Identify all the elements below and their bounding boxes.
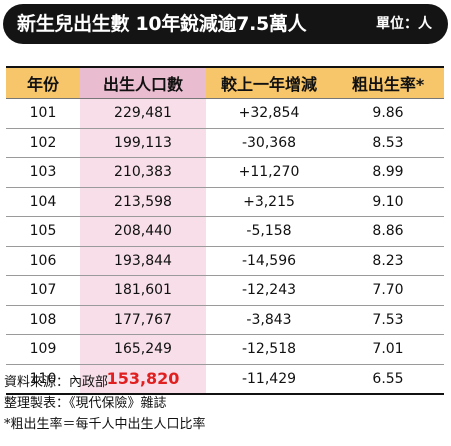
table-row: 104 213,598 +3,215 9.10 (6, 187, 444, 217)
cell-change: -14,596 (206, 246, 332, 276)
cell-year: 108 (6, 305, 80, 335)
column-header-year: 年份 (6, 66, 80, 99)
table-row: 108 177,767 -3,843 7.53 (6, 305, 444, 335)
footnotes: 資料來源：內政部 整理製表：《現代保險》雜誌 *粗出生率＝每千人中出生人口比率 (4, 372, 206, 435)
unit-label: 單位：人 (376, 16, 432, 32)
cell-births: 177,767 (80, 305, 206, 335)
table-row: 103 210,383 +11,270 8.99 (6, 157, 444, 188)
cell-year: 106 (6, 246, 80, 276)
cell-birth-rate: 6.55 (332, 364, 444, 395)
table-row: 101 229,481 +32,854 9.86 (6, 98, 444, 129)
column-header-change: 較上一年增減 (206, 66, 332, 99)
cell-year: 105 (6, 216, 80, 247)
table-row: 105 208,440 -5,158 8.86 (6, 216, 444, 247)
birth-data-table: 年份 出生人口數 較上一年增減 粗出生率* 101 229,481 +32,854 9… (6, 66, 444, 395)
cell-births: 153,820 (80, 364, 206, 395)
cell-birth-rate: 9.86 (332, 98, 444, 129)
cell-change: -5,158 (206, 216, 332, 247)
column-header-birth-rate: 粗出生率* (332, 66, 444, 99)
cell-births: 208,440 (80, 216, 206, 247)
cell-birth-rate: 7.70 (332, 275, 444, 306)
compiler-note: 整理製表：《現代保險》雜誌 (4, 396, 167, 411)
column-header-births: 出生人口數 (80, 66, 206, 99)
cell-birth-rate: 9.10 (332, 187, 444, 217)
cell-change: +3,215 (206, 187, 332, 217)
cell-births: 193,844 (80, 246, 206, 276)
cell-year: 107 (6, 275, 80, 306)
cell-births: 210,383 (80, 157, 206, 188)
table-row: 106 193,844 -14,596 8.23 (6, 246, 444, 276)
title-banner: 新生兒出生數 10年銳減逾7.5萬人 單位：人 (3, 4, 448, 44)
cell-year: 104 (6, 187, 80, 217)
cell-births: 213,598 (80, 187, 206, 217)
cell-birth-rate: 7.53 (332, 305, 444, 335)
cell-birth-rate: 7.01 (332, 334, 444, 365)
cell-births: 165,249 (80, 334, 206, 365)
cell-birth-rate: 8.86 (332, 216, 444, 247)
cell-change: -12,518 (206, 334, 332, 365)
cell-year: 101 (6, 98, 80, 129)
cell-change: -30,368 (206, 128, 332, 158)
table-body: 101 229,481 +32,854 9.86 102 199,113 -30,368 8.… (6, 98, 444, 395)
chart-title: 新生兒出生數 10年銳減逾7.5萬人 (17, 13, 307, 35)
cell-change: +11,270 (206, 157, 332, 188)
cell-birth-rate: 8.99 (332, 157, 444, 188)
cell-year: 110 (6, 364, 80, 395)
table-row: 102 199,113 -30,368 8.53 (6, 128, 444, 158)
cell-births: 199,113 (80, 128, 206, 158)
cell-year: 102 (6, 128, 80, 158)
cell-year: 109 (6, 334, 80, 365)
cell-births: 229,481 (80, 98, 206, 129)
cell-change: -3,843 (206, 305, 332, 335)
birth-rate-definition-note: *粗出生率＝每千人中出生人口比率 (4, 417, 206, 432)
cell-change: +32,854 (206, 98, 332, 129)
cell-births: 181,601 (80, 275, 206, 306)
table-row: 109 165,249 -12,518 7.01 (6, 334, 444, 365)
cell-birth-rate: 8.53 (332, 128, 444, 158)
cell-change: -12,243 (206, 275, 332, 306)
table-row: 110 153,820 -11,429 6.55 (6, 364, 444, 395)
cell-birth-rate: 8.23 (332, 246, 444, 276)
data-grid: 年份 出生人口數 較上一年增減 粗出生率* 101 229,481 +32,854 9… (6, 66, 444, 395)
cell-change: -11,429 (206, 364, 332, 395)
source-note: 資料來源：內政部 (4, 375, 109, 390)
table-header-row: 年份 出生人口數 較上一年增減 粗出生率* (6, 66, 444, 99)
table-row: 107 181,601 -12,243 7.70 (6, 275, 444, 306)
cell-year: 103 (6, 157, 80, 188)
